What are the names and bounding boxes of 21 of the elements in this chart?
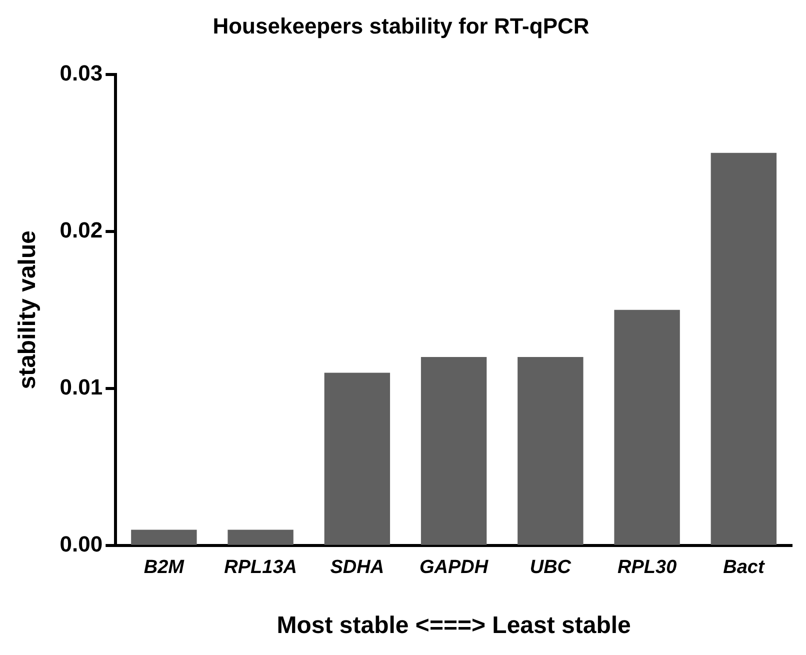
x-tick-label: RPL13A — [224, 557, 297, 578]
y-tick-label: 0.02 — [60, 217, 103, 242]
x-tick-label: Bact — [723, 557, 765, 578]
y-tick-label: 0.01 — [60, 374, 103, 400]
bar — [614, 310, 680, 545]
bar — [131, 530, 197, 545]
bar — [324, 372, 390, 545]
x-tick-label: GAPDH — [419, 557, 490, 578]
y-tick-label: 0.03 — [60, 60, 103, 86]
y-axis-title: stability value — [14, 230, 42, 390]
bar — [710, 152, 777, 545]
bar — [420, 357, 487, 545]
bar — [228, 530, 294, 545]
x-tick-label: B2M — [144, 557, 186, 578]
x-tick-label: RPL30 — [617, 557, 678, 578]
chart-title: Housekeepers stability for RT-qPCR — [212, 13, 590, 38]
x-tick-label: UBC — [530, 557, 572, 578]
y-tick-label: 0.00 — [60, 531, 103, 556]
bar — [518, 357, 584, 545]
x-tick-label: SDHA — [330, 557, 384, 578]
x-axis-title: Most stable <===> Least stable — [276, 612, 631, 640]
